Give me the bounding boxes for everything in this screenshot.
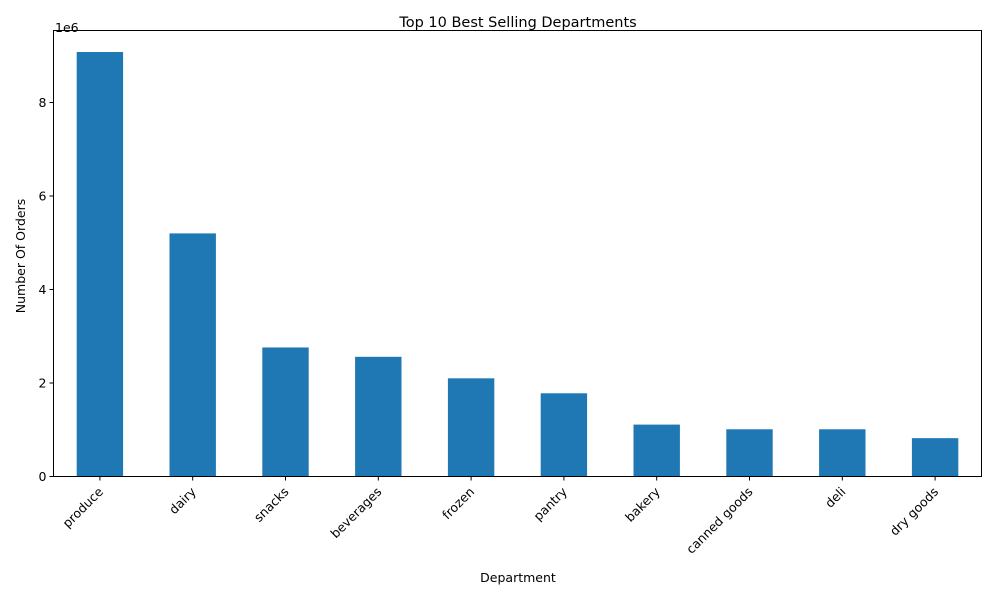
y-tick-label: 4 [39,282,47,297]
y-tick-label: 2 [39,375,47,390]
x-tick-label: dry goods [887,484,942,539]
x-tick-label: frozen [439,484,477,522]
x-axis-label: Department [480,570,556,585]
bar-pantry [540,393,588,477]
x-tick-label: bakery [622,484,663,525]
x-tick-label: dairy [166,484,199,517]
y-axis-label: Number Of Orders [13,199,28,313]
y-axis-ticks: 0 2 4 6 8 [39,95,54,484]
bar-beverages [355,356,402,477]
x-tick-label: beverages [327,484,384,541]
y-tick-label: 6 [39,188,47,203]
plot-frame [53,30,982,477]
x-tick-label: snacks [251,484,292,525]
bar-dairy [169,233,216,477]
chart-title: Top 10 Best Selling Departments [398,15,636,31]
bar-dry-goods [911,438,959,477]
x-tick-label: canned goods [683,484,756,557]
bar-canned-goods [726,429,773,477]
bar-produce [76,52,124,477]
bar-frozen [447,378,495,477]
bars-group [76,52,959,477]
y-axis-offset-label: 1e6 [55,20,79,35]
x-axis-ticks: produce dairy snacks beverages frozen pantry b… [59,476,942,557]
x-tick-label: deli [822,484,849,511]
bar-snacks [262,347,309,477]
bar-bakery [633,424,680,477]
y-tick-label: 8 [39,95,47,110]
x-tick-label: pantry [530,484,570,524]
x-tick-label: produce [59,484,106,531]
y-tick-label: 0 [39,469,47,484]
bar-deli [819,429,866,477]
